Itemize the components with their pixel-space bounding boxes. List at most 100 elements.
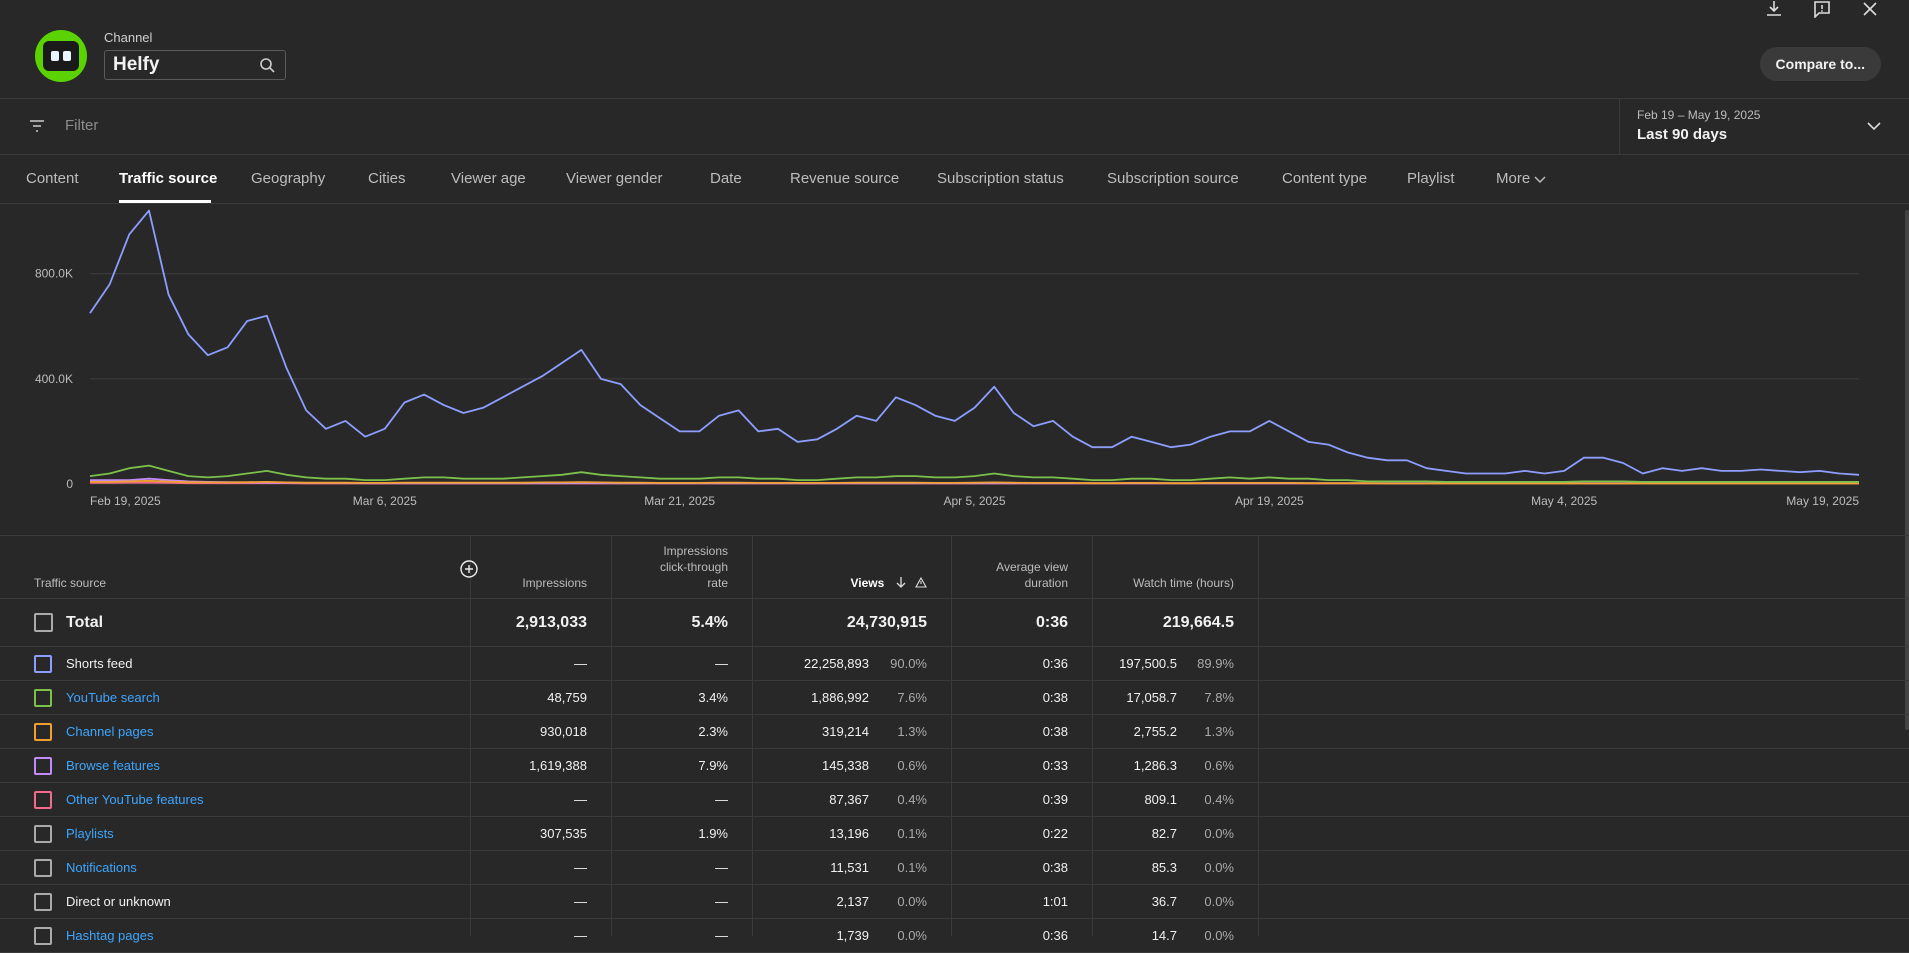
header-watch-time[interactable]: Watch time (hours): [1133, 576, 1234, 590]
header-ctr[interactable]: Impressions click-through rate: [660, 543, 728, 591]
feedback-icon[interactable]: [1813, 0, 1831, 18]
date-range-picker[interactable]: Feb 19 – May 19, 2025 Last 90 days: [1619, 98, 1909, 154]
watch-time-percent: 0.0%: [1204, 826, 1234, 841]
tab-revenue-source[interactable]: Revenue source: [790, 170, 900, 187]
ctr-value: —: [715, 792, 728, 807]
views-percent: 0.0%: [897, 928, 927, 943]
impressions-value: 930,018: [540, 724, 587, 739]
views-percent: 1.3%: [897, 724, 927, 739]
row-checkbox[interactable]: [34, 791, 52, 809]
x-tick-label: Apr 19, 2025: [1235, 494, 1304, 508]
warning-icon[interactable]: [915, 576, 927, 588]
column-divider: [470, 536, 471, 936]
filter-input[interactable]: Filter: [65, 117, 99, 134]
header-ctr-line1: Impressions: [663, 544, 728, 558]
watch-time-percent: 0.0%: [1204, 894, 1234, 909]
views-percent: 0.1%: [897, 826, 927, 841]
column-divider: [611, 536, 612, 936]
row-checkbox[interactable]: [34, 689, 52, 707]
x-tick-label: May 4, 2025: [1531, 494, 1597, 508]
ctr-value: 3.4%: [698, 690, 728, 705]
close-icon[interactable]: [1861, 0, 1879, 18]
channel-selector[interactable]: Helfy: [104, 50, 286, 80]
ctr-value: —: [715, 860, 728, 875]
header-avd-line2: duration: [1024, 576, 1068, 590]
watch-time-value: 85.3: [1151, 860, 1177, 875]
views-percent: 90.0%: [890, 656, 927, 671]
tab-more[interactable]: More: [1496, 170, 1546, 187]
header-ctr-line3: rate: [707, 576, 728, 590]
header-traffic-source[interactable]: Traffic source: [34, 576, 107, 590]
table-row: YouTube search 48,759 3.4% 1,886,992 7.6% 0:3…: [0, 681, 1909, 715]
traffic-source-name[interactable]: YouTube search: [66, 690, 160, 705]
impressions-value: 307,535: [540, 826, 587, 841]
x-tick-label: May 19, 2025: [1786, 494, 1859, 508]
header-average-view-duration[interactable]: Average view duration: [996, 559, 1068, 591]
tab-subscription-status[interactable]: Subscription status: [937, 170, 1064, 187]
row-checkbox[interactable]: [34, 757, 52, 775]
views-value: 1,739: [836, 928, 869, 943]
header-views[interactable]: Views: [851, 575, 928, 591]
traffic-source-name[interactable]: Playlists: [66, 826, 114, 841]
tab-viewer-age[interactable]: Viewer age: [451, 170, 526, 187]
views-value: 13,196: [829, 826, 869, 841]
traffic-line-chart: 800.0K 400.0K 0 Feb 19, 2025 Mar 6, 2025 Mar …: [35, 209, 1859, 508]
tab-content[interactable]: Content: [26, 170, 79, 187]
views-value: 87,367: [829, 792, 869, 807]
y-tick-label: 400.0K: [35, 372, 73, 386]
x-tick-label: Apr 5, 2025: [943, 494, 1005, 508]
add-column-icon[interactable]: [460, 560, 478, 578]
filter-icon[interactable]: [28, 117, 46, 135]
search-icon[interactable]: [259, 57, 275, 73]
column-divider: [1258, 536, 1259, 936]
header-impressions[interactable]: Impressions: [522, 576, 587, 590]
tab-geography[interactable]: Geography: [251, 170, 326, 187]
tab-cities[interactable]: Cities: [368, 170, 406, 187]
channel-avatar[interactable]: [35, 30, 87, 82]
tab-subscription-source[interactable]: Subscription source: [1107, 170, 1239, 187]
watch-time-value: 197,500.5: [1119, 656, 1177, 671]
watch-time-value: 2,755.2: [1133, 724, 1177, 739]
traffic-source-name[interactable]: Channel pages: [66, 724, 154, 739]
tab-content-type[interactable]: Content type: [1282, 170, 1368, 187]
avd-value: 0:38: [1042, 724, 1068, 739]
tab-date[interactable]: Date: [710, 170, 742, 187]
watch-time-percent: 0.0%: [1204, 860, 1234, 875]
compare-button[interactable]: Compare to...: [1759, 47, 1881, 81]
impressions-value: —: [574, 860, 587, 875]
avatar-logo: [43, 41, 79, 71]
ctr-value: 2.3%: [698, 724, 728, 739]
watch-time-value: 14.7: [1151, 928, 1177, 943]
scrollbar[interactable]: [1905, 210, 1909, 730]
watch-time-percent: 0.0%: [1204, 928, 1234, 943]
total-label: Total: [66, 614, 104, 631]
total-row: Total 2,913,033 5.4% 24,730,915 0:36 219…: [0, 599, 1909, 647]
series-line: [90, 479, 1859, 485]
ctr-value: 7.9%: [698, 758, 728, 773]
views-value: 11,531: [830, 860, 869, 875]
header-ctr-line2: click-through: [659, 560, 728, 574]
column-divider: [752, 536, 753, 936]
tab-viewer-gender[interactable]: Viewer gender: [566, 170, 663, 187]
traffic-source-name[interactable]: Notifications: [66, 860, 137, 875]
row-checkbox[interactable]: [34, 893, 52, 911]
total-watch-time: 219,664.5: [1162, 614, 1234, 631]
avd-value: 0:38: [1042, 860, 1068, 875]
chevron-down-icon: [1534, 176, 1546, 184]
download-icon[interactable]: [1765, 0, 1783, 18]
date-range-dates: Feb 19 – May 19, 2025: [1637, 108, 1761, 122]
x-tick-label: Feb 19, 2025: [90, 494, 161, 508]
traffic-source-name[interactable]: Browse features: [66, 758, 160, 773]
total-checkbox[interactable]: [34, 613, 53, 632]
tab-playlist[interactable]: Playlist: [1407, 170, 1455, 187]
active-tab-indicator: [119, 200, 211, 203]
traffic-source-name[interactable]: Hashtag pages: [66, 928, 154, 943]
row-checkbox[interactable]: [34, 723, 52, 741]
row-checkbox[interactable]: [34, 655, 52, 673]
row-checkbox[interactable]: [34, 859, 52, 877]
traffic-source-name[interactable]: Other YouTube features: [66, 792, 204, 807]
views-percent: 0.6%: [897, 758, 927, 773]
tab-traffic-source[interactable]: Traffic source: [119, 170, 218, 187]
row-checkbox[interactable]: [34, 825, 52, 843]
table-row: Notifications — — 11,531 0.1% 0:38 85.3 0.0%: [0, 851, 1909, 885]
